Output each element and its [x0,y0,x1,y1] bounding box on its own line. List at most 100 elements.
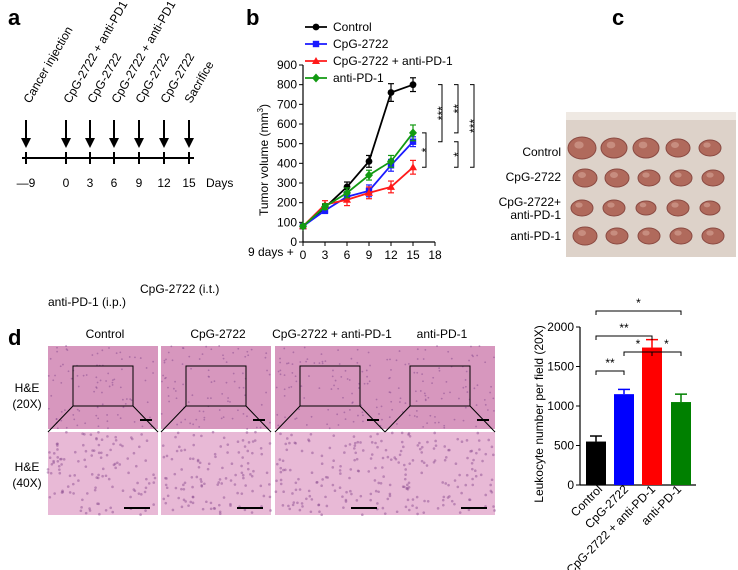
histology-nucleus [99,456,103,459]
histology-nucleus [56,346,58,349]
histology-nucleus [492,505,495,508]
histology-nucleus [379,481,383,485]
histology-nucleus [130,437,134,441]
histology-nucleus [77,459,80,463]
line-legend-label: CpG-2722 [333,37,389,51]
histology-nucleus [48,451,51,454]
histology-nucleus [275,462,279,466]
histology-nucleus [116,461,119,465]
histology-nucleus [284,442,288,446]
histology-nucleus [140,493,143,496]
histology-nucleus [462,419,465,422]
histology-nucleus [82,443,85,447]
histology-nucleus [305,424,308,426]
histology-nucleus [250,511,254,514]
histology-nucleus [65,345,68,347]
tumor [698,139,722,157]
histology-nucleus [180,449,183,452]
histology-nucleus [175,397,178,400]
histology-row-label: H&E [15,460,40,474]
histology-nucleus [424,348,427,351]
histology-nucleus [303,346,306,349]
timeline-arrows [21,120,194,148]
histology-nucleus [425,464,429,467]
histology-nucleus [353,444,357,447]
histology-nucleus [287,362,290,365]
histology-nucleus [407,432,411,435]
histology-nucleus [418,447,422,451]
significance-bracket [595,310,682,315]
histology-nucleus [400,431,404,435]
tumor-highlight [578,230,586,236]
histology-nucleus [205,500,208,504]
histology-nucleus [149,416,151,419]
histology-nucleus [288,468,292,472]
histology-nucleus [276,413,279,416]
histology-nucleus [357,469,361,473]
histology-nucleus [97,417,100,420]
histology-nucleus [253,439,257,442]
line-chart-xtick-label: 6 [344,248,351,262]
line-point [312,23,320,31]
histology-nucleus [378,413,380,415]
histology-zoom-line [160,405,187,433]
histology-nucleus [277,370,280,373]
histology-nucleus [191,457,195,461]
histology-nucleus [90,473,94,476]
histology-nucleus [339,464,342,468]
histology-nucleus [381,466,384,469]
line-chart-xtick-label: 3 [322,248,329,262]
histology-nucleus [134,464,138,468]
histology-nucleus [420,471,424,475]
histology-nucleus [246,350,249,353]
histology-nucleus [127,471,130,475]
tumor [665,138,691,158]
histology-nucleus [336,413,339,416]
histology-nucleus [70,377,73,380]
histology-nucleus [49,471,53,475]
histology-column [274,346,386,517]
histology-nucleus [333,489,337,493]
histology-nucleus [144,379,147,382]
bar-chart-ytick-label: 2000 [547,320,574,334]
histology-nucleus [242,476,245,480]
histology-nucleus [203,418,206,421]
histology-nucleus [481,459,484,463]
histology-nucleus [310,415,313,418]
histology-nucleus [105,380,107,382]
histology-nucleus [246,449,250,453]
line-chart-ytick-label: 700 [277,97,297,111]
histology-nucleus [56,459,60,463]
histology-nucleus [320,462,324,465]
histology-nucleus [243,508,247,512]
timeline-day: —9 [17,176,36,190]
histology-nucleus [369,457,373,460]
histology-nucleus [251,451,254,455]
histology-nucleus [238,386,241,389]
histology-nucleus [211,430,215,434]
histology-nucleus [366,375,368,378]
histology-nucleus [222,357,225,360]
histology-column-label: CpG-2722 + anti-PD-1 [272,327,392,341]
histology-nucleus [250,474,254,478]
line-legend-entry: CpG-2722 + anti-PD-1 [305,54,453,68]
histology-nucleus [470,345,472,348]
histology-nucleus [332,369,334,372]
histology-nucleus [320,513,323,516]
timeline-arrow-head [184,138,194,148]
tumor [602,199,626,217]
histology-nucleus [374,466,377,470]
histology-nucleus [209,501,213,505]
histology-nucleus [168,400,170,403]
histology-nucleus [404,473,407,476]
histology-nucleus [96,352,99,355]
histology-nucleus [279,373,282,376]
histology-nucleus [236,491,239,495]
histology-nucleus [268,421,271,424]
histology-nucleus [279,482,283,486]
histology-nucleus [369,492,373,496]
histology-nucleus [388,494,392,498]
histology-nucleus [161,444,165,447]
histology-nucleus [377,490,380,494]
histology-nucleus [192,433,196,437]
